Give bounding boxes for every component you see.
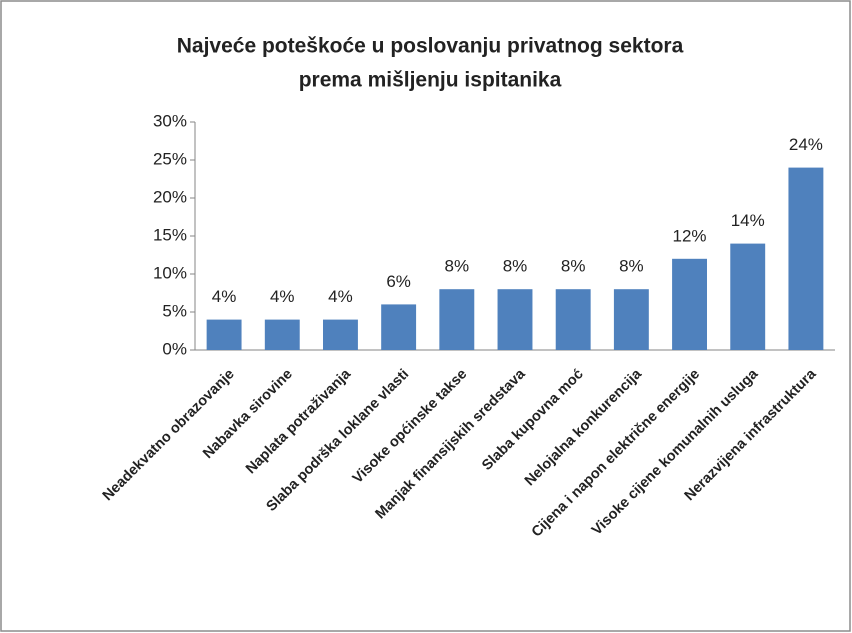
chart-title: Najveće poteškoće u poslovanju privatnog… (177, 35, 684, 58)
y-tick-label: 10% (153, 263, 187, 282)
y-tick-label: 5% (162, 301, 187, 320)
data-label: 24% (789, 135, 823, 154)
bar (730, 243, 766, 350)
bar (264, 319, 300, 350)
data-label: 4% (212, 287, 237, 306)
data-label: 6% (386, 272, 411, 291)
y-tick-label: 20% (153, 187, 187, 206)
data-label: 12% (673, 226, 707, 245)
bar (439, 289, 475, 350)
data-label: 8% (619, 257, 644, 276)
chart-title: prema mišljenju ispitanika (299, 69, 562, 92)
bar (206, 319, 242, 350)
y-tick-label: 15% (153, 225, 187, 244)
bar (555, 289, 591, 350)
data-label: 4% (270, 287, 295, 306)
bar (497, 289, 533, 350)
data-label: 8% (503, 257, 528, 276)
data-label: 8% (445, 257, 470, 276)
y-tick-label: 25% (153, 149, 187, 168)
bar (672, 258, 707, 350)
data-label: 14% (731, 211, 765, 230)
y-tick-label: 30% (153, 111, 187, 130)
bar (323, 319, 358, 350)
bar (788, 167, 824, 350)
data-label: 4% (328, 287, 353, 306)
data-label: 8% (561, 257, 586, 276)
y-tick-label: 0% (162, 339, 187, 358)
bar (381, 304, 417, 350)
bar (613, 289, 649, 350)
